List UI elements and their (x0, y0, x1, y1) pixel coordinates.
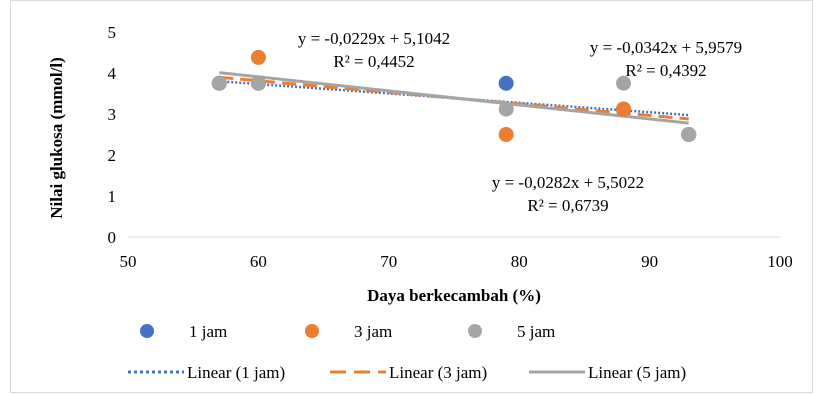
legend-label: 5 jam (517, 322, 555, 341)
trend-equation: y = -0,0342x + 5,9579 (590, 38, 742, 57)
y-tick-label: 4 (108, 64, 117, 83)
y-axis-title: Nilai glukosa (mmol/l) (47, 57, 66, 219)
x-tick-label: 90 (641, 252, 658, 271)
trendlines (219, 71, 689, 125)
y-tick-label: 2 (108, 146, 117, 165)
point-5-jam (211, 75, 227, 91)
y-tick-label: 0 (108, 228, 117, 247)
point-5-jam (498, 101, 514, 117)
y-tick-label: 3 (108, 105, 117, 124)
trend-r-squared: R² = 0,4392 (625, 61, 706, 80)
y-tick-label: 5 (108, 23, 117, 42)
legend-label: Linear (3 jam) (389, 363, 487, 382)
trendline-1-jam (219, 79, 689, 117)
legend-marker-3-jam (305, 324, 319, 338)
legend: 1 jam 3 jam 5 jam Linear (1 jam) Linear (3 j… (128, 322, 686, 382)
legend-label: Linear (5 jam) (588, 363, 686, 382)
legend-label: 1 jam (189, 322, 227, 341)
legend-marker-1-jam (140, 324, 154, 338)
point-5-jam (681, 127, 697, 142)
x-tick-label: 70 (380, 252, 397, 271)
point-3-jam (616, 101, 632, 117)
point-5-jam (616, 75, 632, 91)
data-points (211, 49, 697, 142)
x-axis-title: Daya berkecambah (%) (367, 286, 541, 305)
point-3-jam (498, 127, 514, 142)
x-tick-label: 50 (120, 252, 137, 271)
axes: 50 60 70 80 90 100 0 1 2 3 4 5 (108, 23, 793, 271)
x-tick-label: 100 (767, 252, 793, 271)
trend-equations: y = -0,0229x + 5,1042 R² = 0,4452 y = -0,0… (298, 29, 742, 215)
legend-label: 3 jam (354, 322, 392, 341)
x-tick-label: 60 (250, 252, 267, 271)
trend-equation: y = -0,0282x + 5,5022 (492, 173, 644, 192)
legend-marker-5-jam (468, 324, 482, 338)
trend-r-squared: R² = 0,4452 (333, 52, 414, 71)
point-5-jam (250, 75, 266, 91)
x-tick-label: 80 (511, 252, 528, 271)
trend-equation: y = -0,0229x + 5,1042 (298, 29, 450, 48)
legend-label: Linear (1 jam) (187, 363, 285, 382)
point-1-jam (498, 75, 514, 91)
trendline-5-jam (219, 71, 689, 125)
point-3-jam (250, 49, 266, 65)
trend-r-squared: R² = 0,6739 (527, 196, 608, 215)
y-tick-label: 1 (108, 187, 117, 206)
